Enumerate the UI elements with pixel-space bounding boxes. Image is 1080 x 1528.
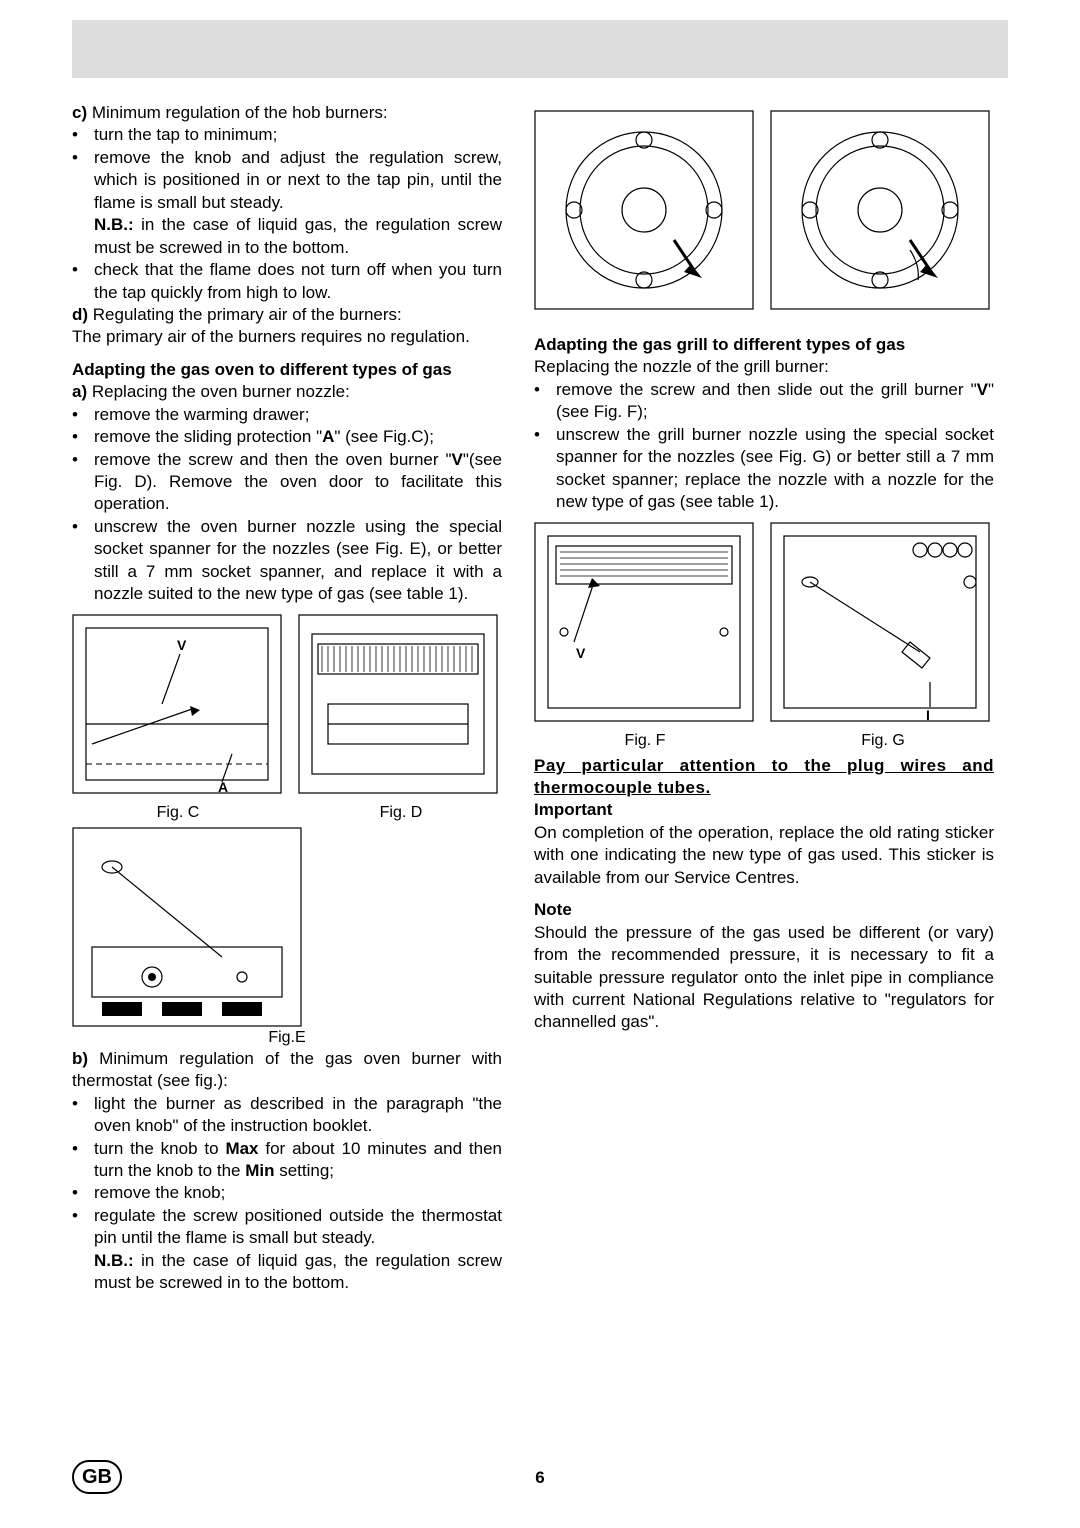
list-item: remove the knob and adjust the regulatio… (72, 147, 502, 214)
warning-line: Pay particular attention to the plug wir… (534, 755, 994, 800)
nb-label-b: N.B.: (94, 1251, 134, 1270)
fig-caps-cd: Fig. C Fig. D (72, 802, 502, 823)
item-c: c) Minimum regulation of the hob burners… (72, 102, 502, 124)
fig-row-cd: V A (72, 614, 502, 794)
nb-text: in the case of liquid gas, the regulatio… (94, 215, 502, 256)
burner-diagram-1 (534, 110, 754, 310)
fig-g-svg: I (770, 522, 990, 722)
svg-text:I: I (926, 707, 930, 722)
heading-oven: Adapting the gas oven to different types… (72, 359, 502, 381)
list-item: light the burner as described in the par… (72, 1093, 502, 1138)
item-a: a) Replacing the oven burner nozzle: (72, 381, 502, 403)
label-a: a) (72, 382, 87, 401)
list-c: turn the tap to minimum; remove the knob… (72, 124, 502, 214)
text-a: Replacing the oven burner nozzle: (92, 382, 350, 401)
fig-caps-fg: Fig. F Fig. G (534, 730, 994, 751)
label-d: d) (72, 305, 88, 324)
fig-c-svg: V A (72, 614, 282, 794)
label-c: c) (72, 103, 87, 122)
nb-c: N.B.: in the case of liquid gas, the reg… (94, 214, 502, 259)
list-a: remove the warming drawer; remove the sl… (72, 404, 502, 606)
list-b: light the burner as described in the par… (72, 1093, 502, 1250)
list-item: check that the flame does not turn off w… (72, 259, 502, 304)
list-item: remove the warming drawer; (72, 404, 502, 426)
list-item: remove the screw and then slide out the … (534, 379, 994, 424)
list-item: unscrew the oven burner nozzle using the… (72, 516, 502, 606)
svg-text:A: A (218, 779, 228, 794)
fig-f-caption: Fig. F (535, 730, 755, 751)
fig-c: V A (72, 614, 282, 794)
left-column: c) Minimum regulation of the hob burners… (72, 102, 502, 1295)
note-label: Note (534, 899, 994, 921)
line-d: The primary air of the burners requires … (72, 326, 502, 348)
nb-label: N.B.: (94, 215, 134, 234)
page-number: 6 (535, 1468, 544, 1487)
header-bar (72, 20, 1008, 78)
label-b: b) (72, 1049, 88, 1068)
text-b: Minimum regulation of the gas oven burne… (72, 1049, 502, 1090)
important-text: On completion of the operation, replace … (534, 822, 994, 889)
list-item: remove the knob; (72, 1182, 502, 1204)
text-d: Regulating the primary air of the burner… (93, 305, 402, 324)
page-footer: GB 6 (72, 1468, 1008, 1488)
item-d: d) Regulating the primary air of the bur… (72, 304, 502, 326)
fig-row-fg: V I (534, 522, 994, 722)
svg-text:V: V (576, 645, 586, 661)
list-grill: remove the screw and then slide out the … (534, 379, 994, 514)
fig-row-burners (534, 110, 994, 310)
fig-d-svg (298, 614, 498, 794)
list-c2: check that the flame does not turn off w… (72, 259, 502, 304)
list-item: remove the screw and then the oven burne… (72, 449, 502, 516)
list-item: unscrew the grill burner nozzle using th… (534, 424, 994, 514)
burner-diagram-2 (770, 110, 990, 310)
grill-intro: Replacing the nozzle of the grill burner… (534, 356, 994, 378)
content-columns: c) Minimum regulation of the hob burners… (72, 102, 1008, 1295)
nb-b: N.B.: in the case of liquid gas, the reg… (94, 1250, 502, 1295)
list-item: turn the knob to Max for about 10 minute… (72, 1138, 502, 1183)
fig-c-caption: Fig. C (73, 802, 283, 823)
country-badge: GB (72, 1460, 122, 1494)
nb-text-b: in the case of liquid gas, the regulatio… (94, 1251, 502, 1292)
fig-f-svg: V (534, 522, 754, 722)
fig-e-wrap: Fig.E (72, 827, 502, 1048)
fig-e-svg (72, 827, 302, 1027)
svg-text:V: V (177, 637, 187, 653)
list-item: regulate the screw positioned outside th… (72, 1205, 502, 1250)
fig-g-caption: Fig. G (773, 730, 993, 751)
note-text: Should the pressure of the gas used be d… (534, 922, 994, 1034)
list-item: remove the sliding protection "A" (see F… (72, 426, 502, 448)
heading-grill: Adapting the gas grill to different type… (534, 334, 994, 356)
fig-d (298, 614, 498, 794)
fig-e-caption: Fig.E (72, 1027, 502, 1048)
page: c) Minimum regulation of the hob burners… (0, 0, 1080, 1528)
item-b: b) Minimum regulation of the gas oven bu… (72, 1048, 502, 1093)
text-c: Minimum regulation of the hob burners: (92, 103, 388, 122)
fig-d-caption: Fig. D (301, 802, 501, 823)
important-label: Important (534, 799, 994, 821)
right-column: Adapting the gas grill to different type… (534, 102, 994, 1295)
list-item: turn the tap to minimum; (72, 124, 502, 146)
